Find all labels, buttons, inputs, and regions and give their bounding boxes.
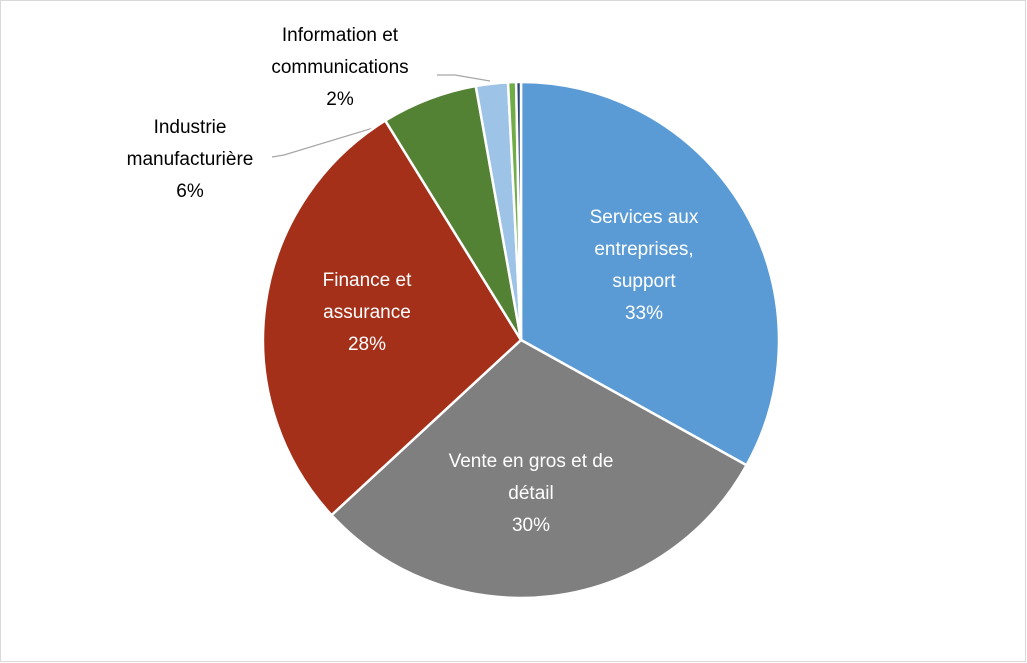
category-label: Industrie manufacturière — [126, 117, 254, 170]
category-label: Finance et assurance — [322, 270, 412, 323]
slice-label: Industrie manufacturière 6% — [115, 112, 265, 208]
pie-slice — [519, 80, 781, 467]
slice-label: Information et communications 2% — [258, 20, 423, 116]
value-label: 33% — [624, 303, 664, 324]
value-label: 28% — [347, 334, 387, 355]
pie-slice — [261, 118, 523, 517]
leader-line — [437, 74, 491, 82]
pie-slice — [514, 80, 523, 341]
value-label: 2% — [326, 89, 354, 110]
value-label: 6% — [176, 181, 204, 202]
slice-label: Vente en gros et de détail 30% — [446, 446, 616, 542]
category-label: Information et communications — [271, 25, 409, 78]
category-label: Services aux entreprises, support — [589, 207, 699, 292]
category-label: Vente en gros et de détail — [448, 451, 614, 504]
value-label: 30% — [511, 515, 551, 536]
leader-line — [271, 124, 384, 158]
slice-label: Finance et assurance 28% — [310, 265, 425, 361]
pie-slice — [329, 338, 749, 600]
slice-label: Services aux entreprises, support 33% — [569, 202, 719, 330]
